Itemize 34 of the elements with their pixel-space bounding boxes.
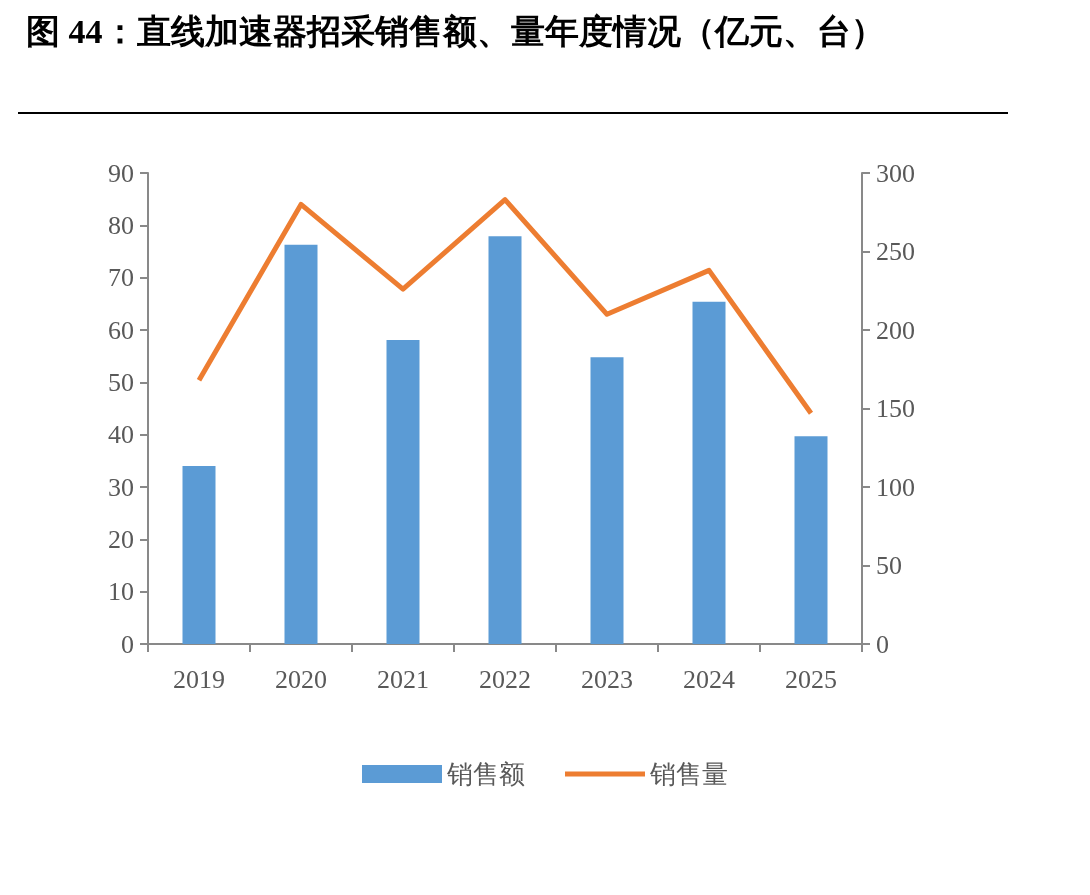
y-tick-label: 90 bbox=[108, 158, 134, 188]
bar bbox=[182, 466, 216, 644]
y-tick-label: 60 bbox=[108, 315, 134, 345]
y2-tick-label: 50 bbox=[876, 551, 902, 580]
y2-tick-label: 150 bbox=[876, 394, 915, 423]
y-tick-label: 0 bbox=[121, 629, 134, 659]
x-tick-label: 2020 bbox=[275, 664, 327, 694]
y2-tick-label: 300 bbox=[876, 158, 915, 188]
y-tick-label: 80 bbox=[108, 210, 134, 240]
bar bbox=[488, 236, 522, 644]
y-tick-label: 20 bbox=[108, 524, 134, 554]
bar bbox=[794, 436, 828, 644]
bar bbox=[590, 357, 624, 644]
legend-label: 销售量 bbox=[649, 759, 728, 789]
y-tick-label: 10 bbox=[108, 577, 134, 607]
x-tick-label: 2025 bbox=[785, 664, 837, 694]
bar bbox=[386, 339, 420, 644]
x-tick-label: 2022 bbox=[479, 664, 531, 694]
y2-tick-label: 0 bbox=[876, 629, 889, 659]
bar bbox=[692, 301, 726, 644]
x-tick-label: 2024 bbox=[683, 664, 735, 694]
y-tick-label: 30 bbox=[108, 472, 134, 502]
legend-label: 销售额 bbox=[446, 759, 525, 789]
y-tick-label: 40 bbox=[108, 420, 134, 450]
x-tick-label: 2019 bbox=[173, 664, 225, 694]
y-tick-label: 50 bbox=[108, 367, 134, 397]
y-tick-label: 70 bbox=[108, 263, 134, 293]
x-tick-label: 2021 bbox=[377, 664, 429, 694]
bar bbox=[284, 244, 318, 644]
y2-tick-label: 200 bbox=[876, 315, 915, 345]
y2-tick-label: 250 bbox=[876, 237, 915, 266]
chart-title: 图 44：直线加速器招采销售额、量年度情况（亿元、台） bbox=[26, 12, 886, 52]
y2-tick-label: 100 bbox=[876, 472, 915, 502]
x-tick-label: 2023 bbox=[581, 664, 633, 694]
